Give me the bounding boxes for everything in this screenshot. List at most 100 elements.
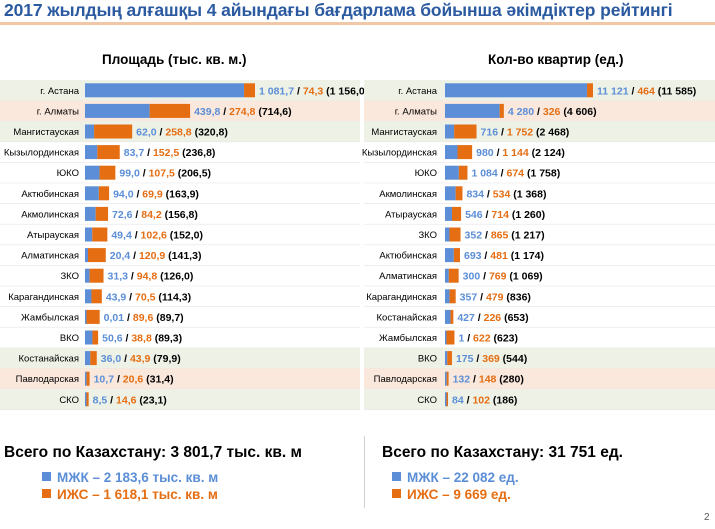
data-label: 693 / 481 (1 174) bbox=[464, 250, 544, 262]
bar-mzh bbox=[85, 103, 150, 118]
data-label-sep: / bbox=[480, 271, 489, 283]
data-label-sep: / bbox=[134, 188, 143, 200]
data-label-total: (544) bbox=[500, 353, 527, 365]
category-label: СКО bbox=[417, 395, 437, 406]
data-label-mzh: 43,9 bbox=[106, 291, 127, 303]
data-label-izhs: 464 bbox=[637, 85, 655, 97]
data-label-mzh: 10,7 bbox=[94, 374, 115, 386]
data-label-sep: / bbox=[498, 127, 507, 139]
data-label-mzh: 50,6 bbox=[102, 333, 123, 345]
bar-mzh bbox=[445, 206, 452, 221]
data-label-total: (114,3) bbox=[155, 291, 191, 303]
data-label-mzh: 1 081,7 bbox=[259, 85, 294, 97]
bar-izhs bbox=[448, 268, 459, 283]
row-background bbox=[364, 368, 715, 389]
data-label-total: (1 069) bbox=[506, 271, 542, 283]
bar-mzh bbox=[85, 371, 87, 386]
data-label: 1 081,7 / 74,3 (1 156,0) bbox=[259, 85, 368, 97]
bar-izhs bbox=[447, 351, 452, 366]
category-label: Мангистауская bbox=[13, 127, 79, 138]
data-label: 546 / 714 (1 260) bbox=[465, 209, 545, 221]
data-label-sep: / bbox=[494, 147, 503, 159]
data-label: 20,4 / 120,9 (141,3) bbox=[110, 250, 202, 262]
chart-area-title: Площадь (тыс. кв. м.) bbox=[102, 52, 247, 67]
legend-label-izhs-area: ИЖС – 1 618,1 тыс. кв. м bbox=[57, 487, 218, 502]
bar-izhs bbox=[92, 330, 99, 345]
data-label-izhs: 120,9 bbox=[139, 250, 165, 262]
data-label-total: (653) bbox=[501, 312, 528, 324]
bar-mzh bbox=[445, 165, 459, 180]
data-label-total: (31,4) bbox=[143, 374, 173, 386]
row-background bbox=[364, 347, 715, 369]
data-label-mzh: 175 bbox=[456, 353, 474, 365]
data-label: 427 / 226 (653) bbox=[457, 312, 528, 324]
bar-mzh bbox=[85, 248, 88, 263]
bar-izhs bbox=[98, 186, 110, 201]
data-label-sep: / bbox=[477, 291, 486, 303]
legend-label-izhs-apartments: ИЖС – 9 669 ед. bbox=[407, 487, 511, 502]
data-label: 84 / 102 (186) bbox=[452, 394, 517, 406]
page-number: 2 bbox=[704, 512, 710, 523]
data-label-sep: / bbox=[470, 374, 479, 386]
data-label-total: (11 585) bbox=[655, 85, 696, 97]
data-label-mzh: 11 121 bbox=[597, 85, 629, 97]
data-label-sep: / bbox=[482, 230, 491, 242]
category-label: ЮКО bbox=[415, 168, 437, 179]
bar-mzh bbox=[445, 124, 455, 139]
data-label-sep: / bbox=[473, 353, 482, 365]
data-label-mzh: 8,5 bbox=[93, 394, 108, 406]
category-label: Актюбинская bbox=[379, 251, 437, 262]
data-label-mzh: 1 084 bbox=[471, 168, 497, 180]
data-label-mzh: 716 bbox=[481, 127, 499, 139]
data-label-mzh: 300 bbox=[463, 271, 481, 283]
legend-mzh-apartments: МЖК – 22 082 ед. bbox=[392, 470, 519, 485]
legend-swatch-izhs bbox=[392, 489, 401, 498]
data-label-izhs: 714 bbox=[491, 209, 509, 221]
bar-izhs bbox=[450, 309, 454, 324]
data-label-total: (2 468) bbox=[533, 127, 569, 139]
bar-izhs bbox=[92, 227, 108, 242]
data-label-mzh: 546 bbox=[465, 209, 483, 221]
bar-mzh bbox=[85, 206, 96, 221]
category-label: Актюбинская bbox=[21, 189, 79, 200]
bar-izhs bbox=[90, 351, 97, 366]
data-label: 31,3 / 94,8 (126,0) bbox=[108, 271, 194, 283]
data-label-izhs: 38,8 bbox=[131, 333, 152, 345]
data-label-sep: / bbox=[121, 353, 130, 365]
category-label: Карагандинская bbox=[8, 292, 79, 303]
data-label: 716 / 1 752 (2 468) bbox=[481, 127, 570, 139]
category-label: ЗКО bbox=[418, 230, 437, 241]
data-label: 132 / 148 (280) bbox=[453, 374, 524, 386]
data-label: 36,0 / 43,9 (79,9) bbox=[101, 353, 181, 365]
bar-izhs bbox=[455, 186, 463, 201]
bar-mzh bbox=[445, 145, 458, 160]
category-label: Кызылординская bbox=[4, 148, 79, 159]
bar-izhs bbox=[244, 83, 255, 98]
bar-izhs bbox=[86, 392, 89, 407]
data-label-sep: / bbox=[220, 106, 229, 118]
category-label: Костанайская bbox=[19, 354, 79, 365]
data-label-mzh: 4 280 bbox=[508, 106, 534, 118]
data-label-mzh: 427 bbox=[457, 312, 475, 324]
data-label-mzh: 84 bbox=[452, 394, 464, 406]
data-label-mzh: 439,8 bbox=[194, 106, 220, 118]
data-label-mzh: 72,6 bbox=[112, 209, 133, 221]
category-label: ВКО bbox=[418, 354, 437, 365]
data-label-izhs: 74,3 bbox=[303, 85, 324, 97]
category-label: Карагандинская bbox=[366, 292, 437, 303]
bar-izhs bbox=[446, 392, 448, 407]
data-label-izhs: 769 bbox=[489, 271, 507, 283]
data-label-total: (1 174) bbox=[508, 250, 544, 262]
data-label-total: (236,8) bbox=[179, 147, 215, 159]
data-label: 439,8 / 274,8 (714,6) bbox=[194, 106, 292, 118]
bar-mzh bbox=[85, 351, 91, 366]
bar-izhs bbox=[89, 268, 104, 283]
data-label-izhs: 102 bbox=[472, 394, 490, 406]
bar-mzh bbox=[445, 227, 450, 242]
chart-area: г. Астана 1 081,7 / 74,3 (1 156,0) г. Алма… bbox=[0, 80, 368, 410]
data-label-total: (623) bbox=[491, 333, 518, 345]
data-label-izhs: 481 bbox=[490, 250, 508, 262]
data-label-total: (1 156,0) bbox=[323, 85, 368, 97]
data-label-mzh: 94,0 bbox=[113, 188, 134, 200]
data-label-sep: / bbox=[629, 85, 638, 97]
